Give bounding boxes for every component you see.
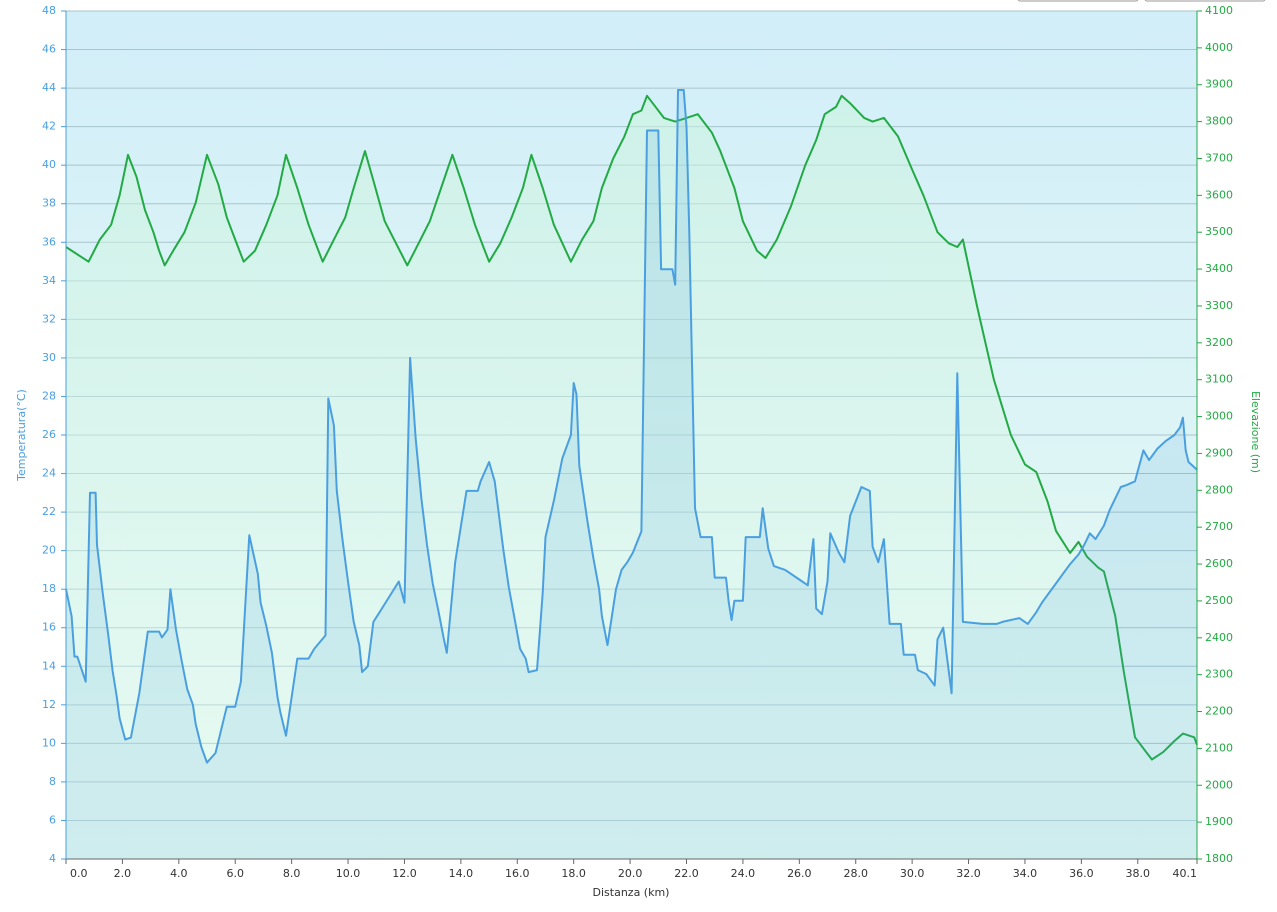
area xyxy=(66,95,1197,860)
y2-tick-label: 1900 xyxy=(1205,815,1233,828)
x-tick-label: 26.0 xyxy=(787,867,812,880)
x-tick-label: 14.0 xyxy=(449,867,474,880)
y2-tick-label: 2900 xyxy=(1205,446,1233,459)
x-tick-label: 6.0 xyxy=(226,867,244,880)
y-tick-label: 8 xyxy=(49,775,56,788)
x-tick-label: 20.0 xyxy=(618,867,643,880)
y2-tick-label: 2100 xyxy=(1205,741,1233,754)
x-tick-label: 36.0 xyxy=(1069,867,1094,880)
y-tick-label: 48 xyxy=(42,4,56,17)
y2-tick-label: 4100 xyxy=(1205,4,1233,17)
x-tick-label: 40.1 xyxy=(1173,867,1198,880)
y2-tick-label: 3400 xyxy=(1205,262,1233,275)
x-tick-label: 34.0 xyxy=(1013,867,1038,880)
x-tick-label: 30.0 xyxy=(900,867,925,880)
y2-tick-label: 3700 xyxy=(1205,151,1233,164)
marks xyxy=(65,89,1198,860)
x-tick-label: 38.0 xyxy=(1126,867,1151,880)
y-tick-label: 12 xyxy=(42,698,56,711)
y-axis-title: Temperatura(°C) xyxy=(15,389,28,482)
button[interactable] xyxy=(1144,0,1266,2)
y-tick-label: 10 xyxy=(42,736,56,749)
y-tick-label: 46 xyxy=(42,43,56,56)
y-tick-label: 38 xyxy=(42,197,56,210)
y2-tick-label: 3500 xyxy=(1205,225,1233,238)
y2-tick-label: 3000 xyxy=(1205,410,1233,423)
y-tick-label: 14 xyxy=(42,659,56,672)
line xyxy=(65,94,1198,761)
y2-tick-label: 2500 xyxy=(1205,594,1233,607)
y-tick-label: 36 xyxy=(42,235,56,248)
x-tick-label: 24.0 xyxy=(731,867,756,880)
y2-tick-label: 2700 xyxy=(1205,520,1233,533)
y2-tick-label: 3900 xyxy=(1205,78,1233,91)
button[interactable] xyxy=(1017,0,1139,2)
y2-tick-label: 2000 xyxy=(1205,778,1233,791)
y2-tick-label: 2800 xyxy=(1205,483,1233,496)
y2-tick-label: 3100 xyxy=(1205,373,1233,386)
y2-tick-label: 2400 xyxy=(1205,631,1233,644)
x-tick-label: 32.0 xyxy=(956,867,981,880)
x-tick-label: 2.0 xyxy=(114,867,132,880)
x-tick-label: 12.0 xyxy=(392,867,417,880)
y-tick-label: 18 xyxy=(42,582,56,595)
y-tick-label: 26 xyxy=(42,428,56,441)
y-tick-label: 28 xyxy=(42,389,56,402)
y-tick-label: 32 xyxy=(42,312,56,325)
y-tick-label: 24 xyxy=(42,467,56,480)
y2-tick-label: 4000 xyxy=(1205,41,1233,54)
x-tick-label: 10.0 xyxy=(336,867,361,880)
y-tick-label: 44 xyxy=(42,81,56,94)
y-tick-label: 30 xyxy=(42,351,56,364)
y-tick-label: 16 xyxy=(42,621,56,634)
y-tick-label: 20 xyxy=(42,544,56,557)
y2-tick-label: 3600 xyxy=(1205,188,1233,201)
area xyxy=(66,90,1197,859)
y2-tick-label: 1800 xyxy=(1205,852,1233,865)
y-tick-label: 22 xyxy=(42,505,56,518)
y2-tick-label: 2200 xyxy=(1205,705,1233,718)
x-tick-label: 16.0 xyxy=(505,867,530,880)
y-tick-label: 42 xyxy=(42,120,56,133)
x-tick-label: 4.0 xyxy=(170,867,188,880)
y-tick-label: 34 xyxy=(42,274,56,287)
y-tick-label: 4 xyxy=(49,852,56,865)
y2-tick-label: 2300 xyxy=(1205,668,1233,681)
x-tick-label: 0.0 xyxy=(70,867,88,880)
x-tick-label: 8.0 xyxy=(283,867,301,880)
y2-tick-label: 2600 xyxy=(1205,557,1233,570)
y-tick-label: 40 xyxy=(42,158,56,171)
line xyxy=(65,89,1198,764)
x-tick-label: 18.0 xyxy=(561,867,586,880)
y2-tick-label: 3200 xyxy=(1205,336,1233,349)
x-axis-title: Distanza (km) xyxy=(593,886,670,899)
y2-axis-title: Elevazione (m) xyxy=(1249,391,1262,473)
axes: 4681012141618202224262830323436384042444… xyxy=(42,4,1233,880)
y-tick-label: 6 xyxy=(49,813,56,826)
y2-tick-label: 3300 xyxy=(1205,299,1233,312)
y2-tick-label: 3800 xyxy=(1205,115,1233,128)
x-tick-label: 28.0 xyxy=(843,867,868,880)
x-tick-label: 22.0 xyxy=(674,867,699,880)
